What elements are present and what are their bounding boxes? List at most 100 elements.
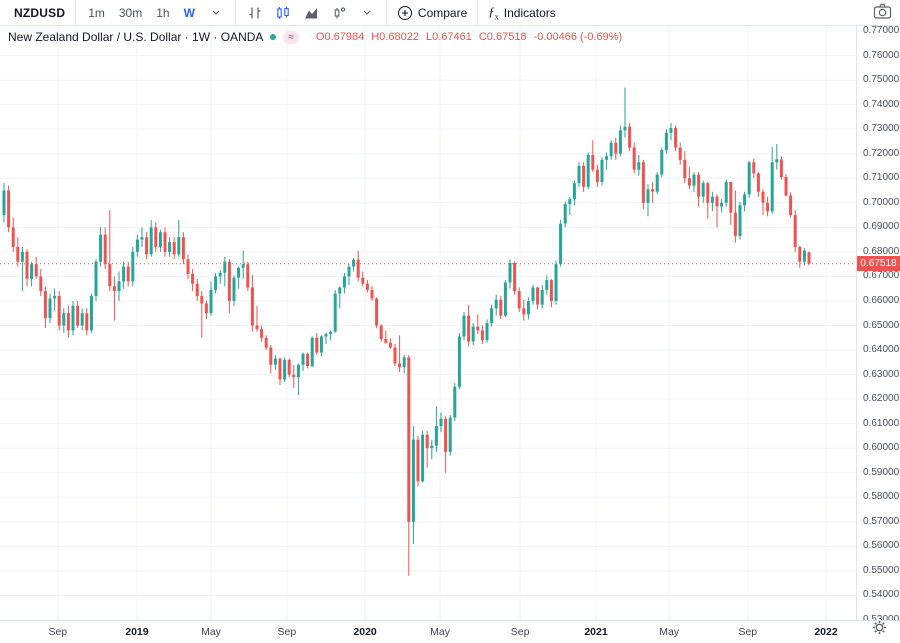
- candle-body: [301, 353, 305, 365]
- time-axis[interactable]: Sep 2019 May Sep 2020 May Sep 2021 May Sep 2022: [0, 620, 900, 643]
- settings-gear-icon[interactable]: [872, 620, 887, 640]
- candle-body: [674, 127, 678, 148]
- candle-body: [310, 337, 314, 366]
- candle-body: [775, 159, 779, 163]
- candle-body: [669, 127, 673, 133]
- chart-type-area-icon[interactable]: [302, 4, 320, 22]
- time-axis-label: May: [201, 626, 221, 638]
- candle-body: [53, 296, 57, 299]
- candle-body: [375, 298, 379, 326]
- time-axis-label: Sep: [738, 626, 758, 638]
- interval-chevron-down-icon[interactable]: [207, 4, 225, 22]
- candle-body: [738, 205, 742, 236]
- price-axis-label: 0.61000: [863, 417, 900, 429]
- candle-body: [582, 165, 586, 187]
- candle-body: [149, 227, 153, 255]
- candle-body: [347, 266, 351, 277]
- legend-title: New Zealand Dollar / U.S. Dollar · 1W · …: [8, 30, 264, 44]
- candle-body: [306, 353, 310, 366]
- candle-body: [605, 156, 609, 160]
- interval-30m-button[interactable]: 30m: [118, 5, 143, 20]
- candle-body: [200, 296, 204, 304]
- chart-type-chevron-down-icon[interactable]: [358, 4, 376, 22]
- candle-body: [508, 262, 512, 283]
- candle-body: [324, 334, 328, 337]
- candle-body: [163, 232, 167, 252]
- toolbar-separator: [477, 0, 479, 25]
- chart-type-hollow-candles-icon[interactable]: [330, 4, 348, 22]
- candle-body: [641, 162, 645, 203]
- candle-body: [572, 183, 576, 200]
- candle-body: [255, 325, 259, 330]
- candle-body: [218, 272, 222, 277]
- candle-body: [333, 293, 337, 332]
- candle-body: [62, 313, 66, 326]
- candle-body: [563, 204, 567, 224]
- candle-body: [99, 234, 103, 262]
- time-axis-label: May: [659, 626, 680, 638]
- candle-body: [720, 202, 724, 207]
- candle-body: [660, 150, 664, 175]
- candle-body: [195, 283, 199, 297]
- price-axis[interactable]: 0.67518 0.77000 0.76000 0.75000 0.74000 0.73…: [856, 25, 900, 625]
- candle-body: [287, 359, 291, 375]
- time-axis-label: 2020: [353, 626, 377, 638]
- candle-body: [269, 347, 273, 365]
- indicators-button[interactable]: ƒx Indicators: [488, 3, 556, 22]
- chart-type-bars-icon[interactable]: [246, 4, 264, 22]
- candle-body: [595, 169, 599, 182]
- candle-body: [370, 289, 374, 299]
- candle-body: [462, 315, 466, 337]
- candle-body: [140, 237, 144, 240]
- symbol-button[interactable]: NZDUSD: [14, 5, 66, 20]
- compare-button[interactable]: Compare: [397, 5, 467, 21]
- candle-body: [779, 159, 783, 178]
- candle-body: [798, 246, 802, 262]
- candle-body: [66, 313, 70, 331]
- candle-body: [177, 237, 181, 255]
- candle-body: [476, 326, 480, 331]
- candle-body: [733, 212, 737, 236]
- chart-type-candles-icon[interactable]: [274, 4, 292, 22]
- price-axis-label: 0.64000: [863, 344, 900, 356]
- candle-body: [384, 338, 388, 343]
- snapshot-camera-icon[interactable]: [873, 3, 892, 25]
- candle-body: [609, 142, 613, 157]
- price-axis-label: 0.66000: [863, 294, 900, 306]
- candle-body: [784, 177, 788, 196]
- candle-body: [554, 264, 558, 301]
- candle-body: [457, 336, 461, 387]
- compare-plus-icon: [397, 5, 412, 20]
- interval-1m-button[interactable]: 1m: [88, 5, 105, 20]
- candle-body: [80, 313, 84, 326]
- candle-body: [329, 331, 333, 335]
- candle-body: [168, 242, 172, 252]
- candle-body: [646, 189, 650, 203]
- candle-body: [480, 330, 484, 341]
- candle-body: [273, 358, 277, 365]
- interval-1h-button[interactable]: 1h: [156, 5, 170, 20]
- price-axis-label: 0.53000: [863, 614, 899, 625]
- candle-body: [319, 336, 323, 353]
- candle-body: [536, 287, 540, 305]
- interval-1w-button[interactable]: W: [183, 5, 195, 20]
- candle-body: [20, 251, 24, 262]
- candle-body: [398, 363, 402, 368]
- open-value: O0.67984: [315, 31, 365, 43]
- candle-body: [112, 286, 116, 292]
- last-price-badge: 0.67518: [857, 256, 900, 272]
- fx-icon: ƒx: [488, 3, 499, 22]
- delayed-data-badge: ≈: [283, 30, 299, 44]
- price-axis-label: 0.75000: [863, 74, 900, 86]
- candle-body: [292, 374, 296, 378]
- candle-body: [402, 357, 406, 368]
- price-axis-label: 0.62000: [863, 393, 900, 405]
- candle-body: [388, 342, 392, 348]
- candle-body: [315, 337, 319, 353]
- candle-body: [623, 126, 627, 131]
- candle-body: [770, 162, 774, 212]
- price-axis-label: 0.73000: [863, 123, 900, 135]
- candle-body: [250, 287, 254, 326]
